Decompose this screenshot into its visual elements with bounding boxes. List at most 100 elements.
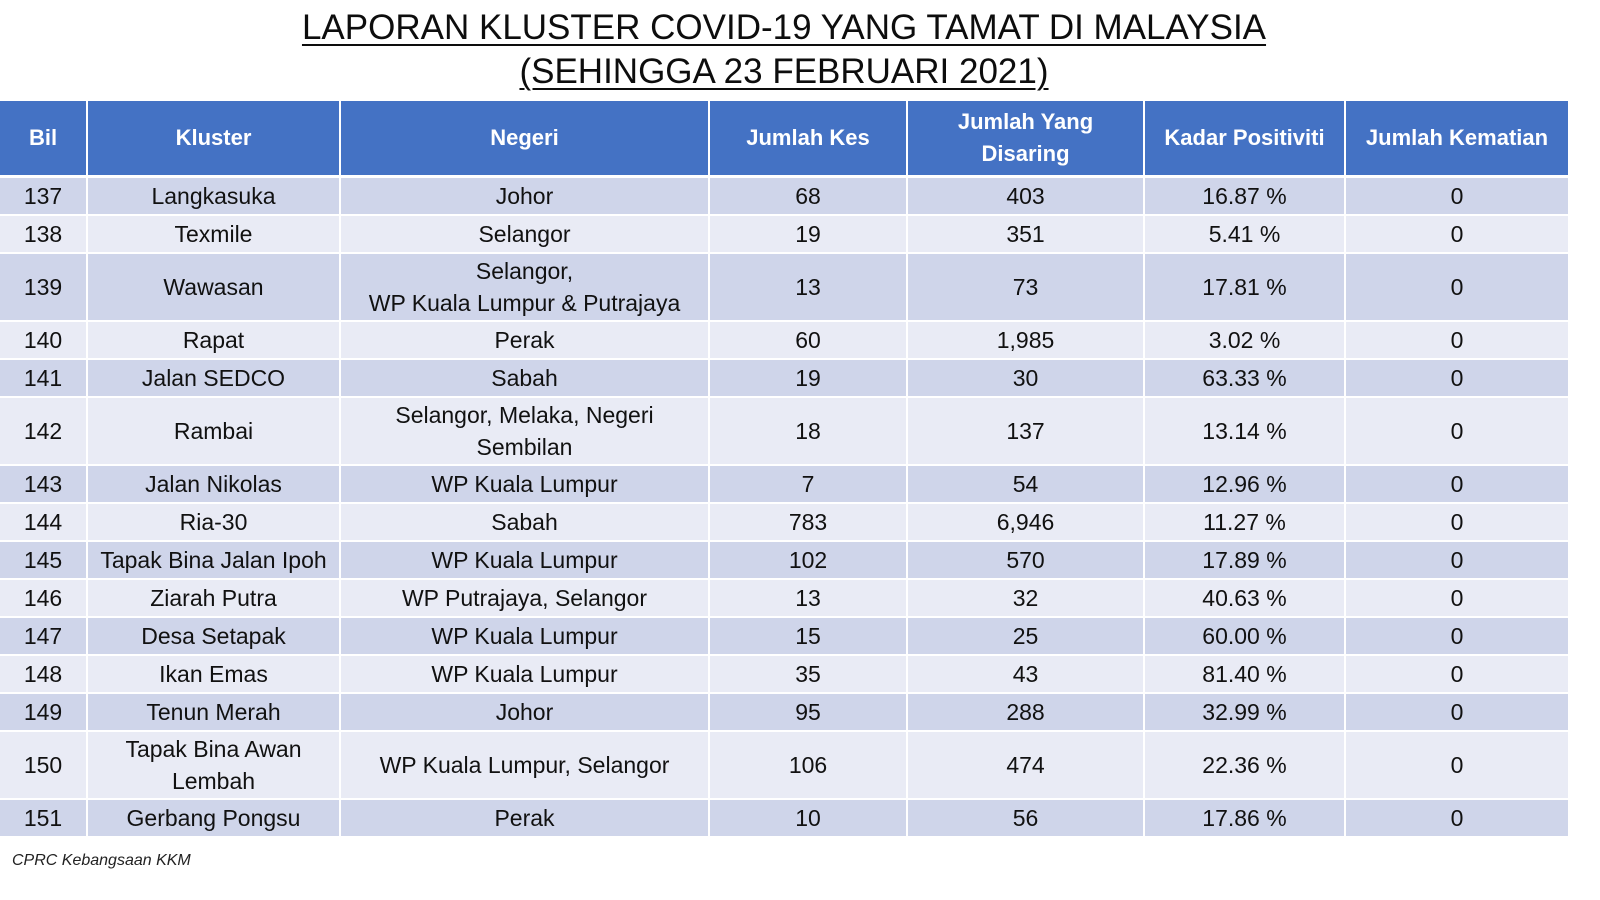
cell-jumlah-kes: 18: [709, 397, 908, 466]
table-header-row: Bil Kluster Negeri Jumlah Kes Jumlah Yan…: [0, 101, 1568, 178]
cell-negeri: WP Kuala Lumpur: [340, 617, 710, 656]
cell-jumlah-kematian: 0: [1345, 176, 1568, 216]
cell-jumlah-disaring: 288: [907, 693, 1145, 732]
table-row: 148 Ikan Emas WP Kuala Lumpur 35 43 81.40 % 0: [0, 655, 1568, 694]
table-row: 145 Tapak Bina Jalan Ipoh WP Kuala Lumpur 1…: [0, 541, 1568, 580]
cell-jumlah-kematian: 0: [1345, 397, 1568, 466]
cell-kluster: Texmile: [87, 215, 341, 254]
cell-jumlah-disaring: 30: [907, 359, 1145, 398]
cell-jumlah-disaring: 32: [907, 579, 1145, 618]
cell-jumlah-kematian: 0: [1345, 215, 1568, 254]
cell-bil: 145: [0, 541, 88, 580]
cell-jumlah-kes: 13: [709, 579, 908, 618]
cell-bil: 140: [0, 321, 88, 360]
cell-jumlah-disaring: 73: [907, 253, 1145, 322]
cell-jumlah-kes: 19: [709, 359, 908, 398]
cell-jumlah-kematian: 0: [1345, 731, 1568, 800]
cell-kluster: Tenun Merah: [87, 693, 341, 732]
cell-jumlah-kematian: 0: [1345, 693, 1568, 732]
cell-kluster: Rapat: [87, 321, 341, 360]
cell-bil: 137: [0, 176, 88, 216]
cell-jumlah-disaring: 6,946: [907, 503, 1145, 542]
cell-kadar-positiviti: 11.27 %: [1144, 503, 1346, 542]
table-row: 149 Tenun Merah Johor 95 288 32.99 % 0: [0, 693, 1568, 732]
cell-jumlah-kematian: 0: [1345, 579, 1568, 618]
table-row: 143 Jalan Nikolas WP Kuala Lumpur 7 54 12.96 …: [0, 465, 1568, 504]
cell-jumlah-kes: 60: [709, 321, 908, 360]
cell-kadar-positiviti: 13.14 %: [1144, 397, 1346, 466]
cell-kadar-positiviti: 17.89 %: [1144, 541, 1346, 580]
cell-kadar-positiviti: 16.87 %: [1144, 176, 1346, 216]
cell-jumlah-disaring: 1,985: [907, 321, 1145, 360]
table-row: 144 Ria-30 Sabah 783 6,946 11.27 % 0: [0, 503, 1568, 542]
cell-jumlah-disaring: 570: [907, 541, 1145, 580]
cell-jumlah-kes: 68: [709, 176, 908, 216]
header-negeri: Negeri: [340, 101, 710, 178]
cell-bil: 147: [0, 617, 88, 656]
cell-jumlah-disaring: 43: [907, 655, 1145, 694]
cell-kadar-positiviti: 40.63 %: [1144, 579, 1346, 618]
cell-kluster: Jalan Nikolas: [87, 465, 341, 504]
cell-jumlah-disaring: 137: [907, 397, 1145, 466]
cell-bil: 149: [0, 693, 88, 732]
cell-bil: 139: [0, 253, 88, 322]
cell-jumlah-kematian: 0: [1345, 359, 1568, 398]
cell-jumlah-disaring: 25: [907, 617, 1145, 656]
cell-kadar-positiviti: 32.99 %: [1144, 693, 1346, 732]
cell-jumlah-kematian: 0: [1345, 503, 1568, 542]
cell-jumlah-disaring: 54: [907, 465, 1145, 504]
header-jumlah-kes: Jumlah Kes: [709, 101, 908, 178]
header-kadar-positiviti: Kadar Positiviti: [1144, 101, 1346, 178]
cell-bil: 138: [0, 215, 88, 254]
cell-bil: 144: [0, 503, 88, 542]
cell-jumlah-disaring: 56: [907, 799, 1145, 838]
cell-bil: 141: [0, 359, 88, 398]
cell-kluster: Ziarah Putra: [87, 579, 341, 618]
cell-kadar-positiviti: 3.02 %: [1144, 321, 1346, 360]
cell-kluster: Ria-30: [87, 503, 341, 542]
cell-kluster: Wawasan: [87, 253, 341, 322]
cell-negeri: WP Kuala Lumpur: [340, 465, 710, 504]
cell-jumlah-kematian: 0: [1345, 799, 1568, 838]
cell-kluster: Tapak Bina Awan Lembah: [87, 731, 341, 800]
cell-kadar-positiviti: 81.40 %: [1144, 655, 1346, 694]
cell-bil: 150: [0, 731, 88, 800]
cell-negeri: Selangor, WP Kuala Lumpur & Putrajaya: [340, 253, 710, 322]
cell-jumlah-kes: 35: [709, 655, 908, 694]
cell-jumlah-kes: 10: [709, 799, 908, 838]
cell-negeri: Sabah: [340, 503, 710, 542]
table-row: 140 Rapat Perak 60 1,985 3.02 % 0: [0, 321, 1568, 360]
cell-kluster: Tapak Bina Jalan Ipoh: [87, 541, 341, 580]
cell-jumlah-kematian: 0: [1345, 617, 1568, 656]
cell-kadar-positiviti: 5.41 %: [1144, 215, 1346, 254]
report-title: LAPORAN KLUSTER COVID-19 YANG TAMAT DI M…: [0, 6, 1568, 94]
cell-bil: 146: [0, 579, 88, 618]
table-row: 139 Wawasan Selangor, WP Kuala Lumpur & Pu…: [0, 253, 1568, 322]
header-jumlah-disaring: Jumlah Yang Disaring: [907, 101, 1145, 178]
table-row: 142 Rambai Selangor, Melaka, Negeri Sembil…: [0, 397, 1568, 466]
cell-negeri: Sabah: [340, 359, 710, 398]
cell-negeri: WP Putrajaya, Selangor: [340, 579, 710, 618]
header-bil: Bil: [0, 101, 88, 178]
cell-kadar-positiviti: 17.86 %: [1144, 799, 1346, 838]
source-note: CPRC Kebangsaan KKM: [12, 852, 191, 869]
cell-negeri: Selangor, Melaka, Negeri Sembilan: [340, 397, 710, 466]
header-jumlah-kematian: Jumlah Kematian: [1345, 101, 1568, 178]
cell-jumlah-kematian: 0: [1345, 321, 1568, 360]
cell-jumlah-disaring: 403: [907, 176, 1145, 216]
cell-kluster: Ikan Emas: [87, 655, 341, 694]
cell-negeri: WP Kuala Lumpur: [340, 541, 710, 580]
cell-bil: 148: [0, 655, 88, 694]
title-line-2: (SEHINGGA 23 FEBRUARI 2021): [519, 52, 1049, 91]
table-row: 137 Langkasuka Johor 68 403 16.87 % 0: [0, 176, 1568, 216]
table-row: 147 Desa Setapak WP Kuala Lumpur 15 25 60.00 …: [0, 617, 1568, 656]
header-kluster: Kluster: [87, 101, 341, 178]
cell-kluster: Jalan SEDCO: [87, 359, 341, 398]
cell-kadar-positiviti: 63.33 %: [1144, 359, 1346, 398]
cell-negeri: Johor: [340, 176, 710, 216]
cell-jumlah-kematian: 0: [1345, 253, 1568, 322]
cell-kadar-positiviti: 22.36 %: [1144, 731, 1346, 800]
cell-bil: 143: [0, 465, 88, 504]
cell-bil: 142: [0, 397, 88, 466]
table-row: 141 Jalan SEDCO Sabah 19 30 63.33 % 0: [0, 359, 1568, 398]
